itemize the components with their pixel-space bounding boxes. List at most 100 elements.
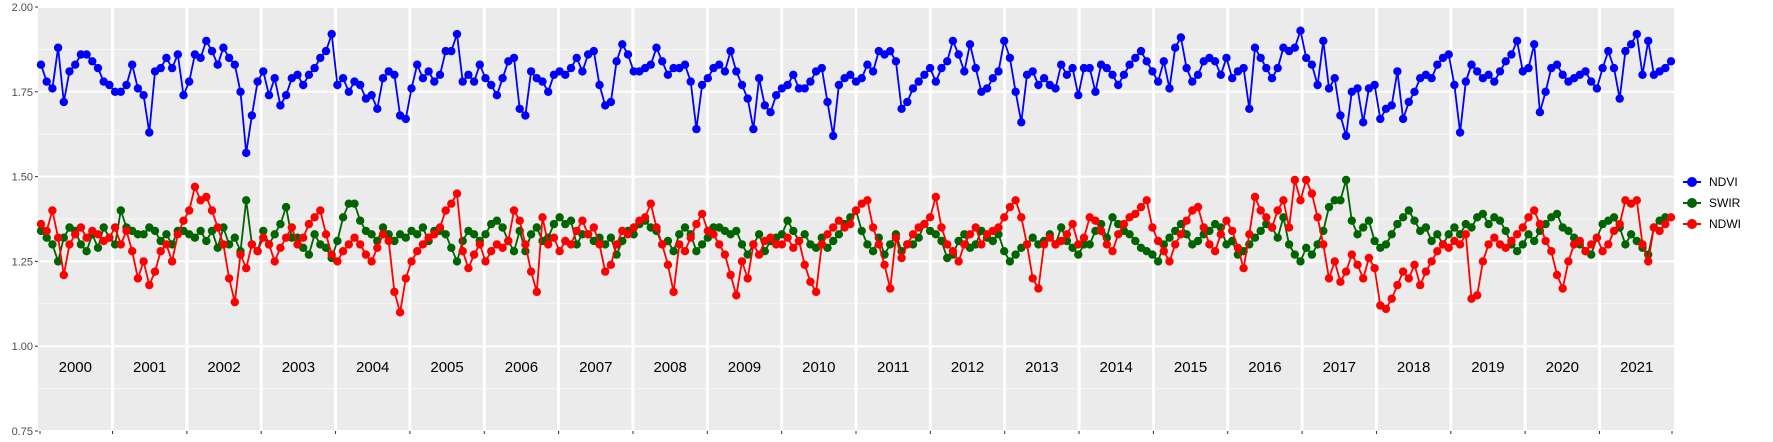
ndwi-point xyxy=(829,223,838,232)
ndvi-point xyxy=(783,80,792,90)
ndwi-point xyxy=(464,264,473,273)
ndwi-point xyxy=(145,280,154,290)
ndwi-point xyxy=(675,240,684,249)
ndwi-point xyxy=(948,247,958,256)
swir-point xyxy=(139,230,148,239)
swir-point xyxy=(321,243,331,252)
ndwi-point xyxy=(1290,175,1300,185)
ndwi-point xyxy=(1108,247,1117,256)
ndwi-point xyxy=(259,233,268,242)
year-label: 2021 xyxy=(1620,359,1653,376)
ndvi-point xyxy=(960,67,969,76)
ndwi-point xyxy=(943,240,952,249)
ndvi-point xyxy=(196,53,205,63)
ndwi-point xyxy=(304,219,314,229)
ndwi-point xyxy=(1136,202,1146,212)
ndwi-point xyxy=(886,284,895,293)
swir-point xyxy=(532,223,541,232)
ndvi-point xyxy=(1228,74,1237,83)
ndwi-point xyxy=(1552,270,1562,280)
ndwi-point xyxy=(1638,240,1647,249)
ndwi-point xyxy=(447,199,456,208)
ndwi-point xyxy=(1284,223,1294,232)
ndvi-point xyxy=(1615,94,1624,103)
ndwi-point xyxy=(1661,219,1670,229)
ndwi-point xyxy=(971,223,980,232)
ndwi-point xyxy=(276,243,285,252)
ndvi-point xyxy=(71,60,80,69)
ndvi-point xyxy=(1598,63,1607,73)
ndwi-point xyxy=(327,250,336,259)
swir-point xyxy=(1341,175,1351,185)
y-tick-label: 1.25 xyxy=(12,256,33,268)
ndwi-point xyxy=(1598,247,1607,256)
ndwi-point xyxy=(863,196,872,205)
ndvi-point xyxy=(236,87,245,97)
swir-point xyxy=(1000,247,1009,256)
ndvi-point xyxy=(481,74,490,83)
ndvi-point xyxy=(1433,60,1442,69)
ndvi-point xyxy=(1319,36,1328,46)
ndwi-point xyxy=(1478,257,1488,266)
ndvi-point xyxy=(185,77,194,86)
swir-point xyxy=(1427,236,1436,246)
ndvi-point xyxy=(749,124,758,134)
swir-point xyxy=(82,247,91,256)
ndvi-legend-label: NDVI xyxy=(1709,175,1738,189)
ndwi-point xyxy=(663,260,673,269)
ndwi-point xyxy=(1068,219,1077,229)
ndwi-point xyxy=(1011,196,1020,205)
ndvi-point xyxy=(772,91,781,100)
ndwi-point xyxy=(167,257,177,266)
ndwi-point xyxy=(236,250,245,259)
swir-point xyxy=(202,236,211,246)
ndwi-point xyxy=(179,216,188,225)
swir-point xyxy=(526,230,536,239)
swir-point xyxy=(868,247,878,256)
ndvi-point xyxy=(737,80,747,90)
swir-point xyxy=(1478,209,1488,219)
ndvi-point xyxy=(207,46,217,56)
ndvi-point xyxy=(162,53,171,63)
ndwi-point xyxy=(1233,243,1243,252)
swir-point xyxy=(1028,233,1037,242)
ndvi-point xyxy=(680,60,690,69)
ndvi-point xyxy=(703,74,712,83)
ndvi-point xyxy=(242,148,251,158)
ndwi-point xyxy=(823,230,832,239)
ndwi-point xyxy=(1091,216,1100,225)
ndvi-point xyxy=(1216,70,1226,80)
ndvi-point xyxy=(823,97,832,107)
ndwi-point xyxy=(1461,230,1471,239)
ndvi-point xyxy=(264,91,274,100)
ndvi-point xyxy=(413,60,422,69)
ndvi-point xyxy=(914,77,923,86)
ndvi-point xyxy=(1188,77,1197,86)
ndwi-point xyxy=(720,250,730,259)
ndwi-point xyxy=(994,223,1003,232)
ndvi-point xyxy=(1210,57,1220,66)
swir-point xyxy=(1108,213,1117,222)
ndwi-point xyxy=(1615,219,1624,229)
ndvi-point xyxy=(1062,70,1072,80)
ndwi-point xyxy=(116,240,126,249)
swir-point xyxy=(281,202,291,212)
swir-point xyxy=(1530,236,1539,246)
ndvi-point xyxy=(304,70,314,80)
ndwi-point xyxy=(566,240,576,249)
ndvi-point xyxy=(435,70,445,80)
ndwi-point xyxy=(583,230,593,239)
ndvi-point xyxy=(93,63,103,73)
ndwi-point xyxy=(1222,216,1231,225)
swir-point xyxy=(48,240,57,249)
ndwi-point xyxy=(526,267,536,276)
ndwi-point xyxy=(1199,223,1208,232)
ndvi-point xyxy=(538,77,547,86)
ndwi-point xyxy=(1074,240,1083,249)
year-label: 2011 xyxy=(877,359,909,376)
ndvi-point xyxy=(806,77,815,86)
ndvi-point xyxy=(219,43,228,52)
ndwi-point xyxy=(1000,213,1009,222)
swir-point xyxy=(196,226,205,236)
year-label: 2000 xyxy=(59,359,92,376)
